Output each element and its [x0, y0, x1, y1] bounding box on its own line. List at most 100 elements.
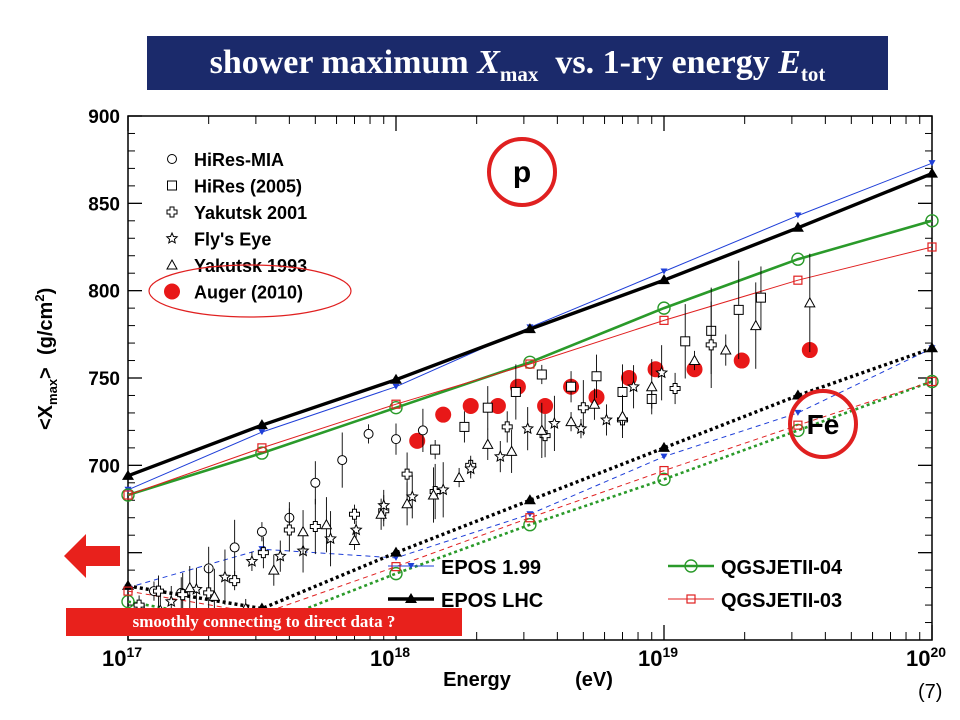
- data-point-star: [164, 594, 178, 608]
- model-point-eposlhc: [926, 342, 938, 353]
- data-point-cross: [401, 468, 413, 480]
- data-point-cross: [309, 520, 321, 532]
- data-point-circle: [256, 526, 267, 537]
- data-point-triangle: [749, 319, 762, 331]
- legend-marker-epos: [407, 563, 415, 569]
- model-point-epos: [794, 212, 802, 219]
- legend-marker-circle: [167, 154, 177, 164]
- data-point-cross: [177, 589, 189, 601]
- model-point-eposlhc: [255, 419, 268, 430]
- legend-label: HiRes-MIA: [194, 150, 284, 170]
- legend-marker-eposlhc: [405, 593, 417, 603]
- data-point-cross: [669, 382, 681, 394]
- data-point-triangle: [453, 471, 465, 483]
- model-point-epos: [660, 268, 668, 275]
- proton-label: p: [513, 156, 531, 189]
- y-axis-unit: (g/cm2): [32, 288, 57, 355]
- data-point-triangle: [565, 415, 577, 427]
- x-axis-unit: (eV): [575, 669, 613, 691]
- title-banner: shower maximum Xmax vs. 1-ry energy Etot: [147, 36, 888, 90]
- data-point-square: [680, 336, 691, 347]
- model-point-qgs04: [389, 400, 403, 415]
- legend-label: Fly's Eye: [194, 230, 271, 250]
- data-point-triangle: [505, 445, 518, 456]
- data-point-star: [655, 366, 669, 379]
- model-point-qgs04: [925, 374, 939, 389]
- data-point-cross: [705, 339, 717, 351]
- data-point-dot: [733, 352, 750, 369]
- x-tick-label: 1019: [638, 644, 678, 671]
- y-axis-label: <Xmax>: [35, 367, 60, 430]
- proton-label-circle: [487, 137, 557, 207]
- model-point-qgs03: [123, 490, 133, 500]
- data-point-star: [627, 379, 641, 393]
- model-point-qgs03: [525, 513, 535, 523]
- model-point-qgs03: [257, 443, 267, 453]
- data-point-circle: [391, 434, 401, 445]
- model-point-qgs04: [657, 301, 671, 315]
- x-tick-label: 1018: [370, 644, 410, 671]
- model-point-epos: [124, 486, 132, 493]
- data-point-circle: [229, 542, 240, 553]
- model-point-epos: [392, 383, 400, 390]
- y-tick-label: 800: [88, 282, 120, 303]
- data-point-triangle: [267, 564, 280, 575]
- model-point-eposlhc: [122, 469, 134, 480]
- legend: HiRes-MIA HiRes (2005) Yakutsk 2001 Fly's E…: [164, 150, 843, 612]
- x-tick-label: 1017: [102, 644, 142, 671]
- direct-data-note: smoothly connecting to direct data ?: [66, 608, 462, 636]
- model-point-qgs03: [793, 420, 803, 430]
- data-point-triangle: [481, 438, 494, 449]
- legend-label: Yakutsk 2001: [194, 203, 307, 223]
- data-point-square: [482, 402, 493, 413]
- data-point-star: [574, 421, 588, 435]
- data-point-circle: [417, 425, 428, 436]
- legend-label-epos: EPOS 1.99: [441, 557, 541, 579]
- data-point-star: [245, 554, 259, 567]
- y-tick-label: 900: [88, 107, 120, 128]
- model-curve-qgs04-p: [127, 219, 933, 497]
- data-point-circle: [337, 455, 348, 466]
- data-point-triangle: [183, 581, 196, 593]
- data-point-star: [324, 531, 338, 545]
- model-point-qgs03: [123, 586, 133, 596]
- data-point-dot: [462, 397, 479, 414]
- legend-marker-cross: [166, 206, 178, 218]
- model-point-qgs04: [791, 252, 805, 266]
- data-point-triangle: [375, 508, 387, 519]
- data-point-cross: [257, 547, 269, 559]
- data-point-square: [755, 292, 766, 303]
- data-point-triangle: [297, 525, 309, 537]
- data-point-square: [591, 371, 602, 382]
- model-curve-qgs04-Fe: [127, 380, 933, 628]
- model-point-qgs03: [659, 315, 669, 325]
- data-point-cross: [283, 524, 295, 536]
- y-tick-label: 750: [88, 369, 120, 390]
- data-point-triangle: [320, 518, 333, 530]
- data-point-square: [566, 381, 577, 392]
- data-point-star: [493, 449, 507, 463]
- data-points: [131, 253, 818, 633]
- model-curve-epos-Fe: [127, 347, 933, 589]
- legend-marker-dot: [164, 283, 180, 300]
- model-point-qgs03: [391, 562, 401, 572]
- legend-marker-qgs03: [686, 594, 696, 604]
- auger-legend-highlight: [148, 264, 352, 318]
- data-point-cross: [577, 402, 589, 414]
- model-point-eposlhc: [390, 373, 402, 384]
- data-point-star: [405, 489, 419, 503]
- legend-marker-triangle: [166, 258, 178, 270]
- data-point-dot: [435, 406, 452, 423]
- legend-label: HiRes (2005): [194, 177, 302, 197]
- model-point-eposlhc: [658, 274, 670, 285]
- legend-label-qgs04: QGSJETII-04: [721, 557, 843, 579]
- axes: 6507007508008509001017101810191020: [88, 107, 946, 671]
- data-point-square: [459, 421, 470, 432]
- model-point-qgs03: [793, 275, 803, 285]
- data-point-star: [599, 413, 613, 426]
- x-axis-label: Energy: [443, 669, 512, 691]
- data-point-triangle: [401, 497, 413, 509]
- data-point-triangle: [719, 344, 732, 355]
- data-point-triangle: [803, 296, 816, 308]
